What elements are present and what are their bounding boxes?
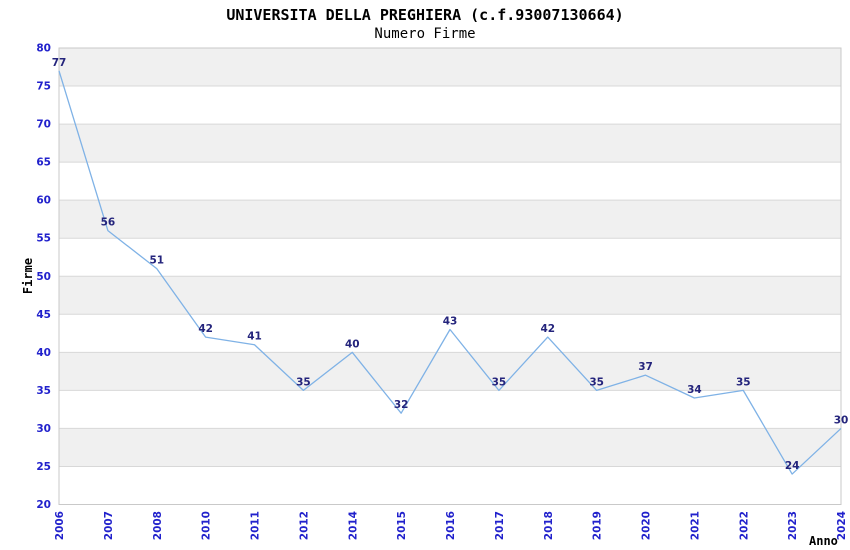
data-point-label: 40 (345, 338, 360, 350)
y-tick-label: 65 (36, 157, 51, 169)
x-tick-label: 2017 (494, 511, 506, 540)
y-axis-title: Firme (21, 258, 35, 294)
y-tick-label: 45 (36, 309, 51, 321)
plot-border (58, 47, 842, 505)
x-tick-label: 2022 (738, 511, 750, 540)
y-tick-label: 75 (36, 81, 51, 93)
plot-band (59, 48, 841, 87)
x-tick-label: 2019 (592, 511, 604, 540)
chart-title: UNIVERSITA DELLA PREGHIERA (c.f.93007130… (226, 6, 623, 24)
y-tick-label: 80 (36, 43, 51, 55)
y-tick-label: 20 (36, 499, 51, 511)
data-point-label: 24 (785, 460, 800, 472)
x-tick-label: 2020 (641, 511, 653, 540)
plot-area: 20 25 30 35 40 45 50 55 60 65 70 75 80 2006 2007 2008 20… (36, 43, 848, 541)
data-point-label: 42 (540, 323, 555, 335)
data-point-label: 51 (149, 255, 164, 267)
y-tick-label: 50 (36, 271, 51, 283)
x-tick-label: 2006 (54, 511, 66, 540)
y-tick-label: 25 (36, 461, 51, 473)
data-point-label: 37 (638, 361, 653, 373)
data-point-label: 32 (394, 399, 409, 411)
x-axis-title: Anno (809, 534, 838, 548)
x-tick-label: 2018 (543, 511, 555, 540)
y-tick-label: 70 (36, 119, 51, 131)
x-tick-label: 2012 (298, 511, 310, 540)
y-tick-label: 40 (36, 347, 51, 359)
data-point-label: 35 (589, 376, 604, 388)
chart-subtitle: Numero Firme (374, 26, 475, 42)
plot-band (59, 428, 841, 467)
plot-band (59, 276, 841, 315)
data-point-label: 30 (834, 414, 849, 426)
x-tick-label: 2011 (250, 511, 262, 540)
data-point-label: 35 (736, 376, 751, 388)
plot-band (59, 200, 841, 239)
data-point-label: 35 (296, 376, 311, 388)
x-tick-label: 2016 (445, 511, 457, 540)
x-tick-label: 2014 (347, 511, 359, 540)
data-point-label: 41 (247, 331, 262, 343)
y-tick-label: 35 (36, 385, 51, 397)
x-tick-label: 2024 (836, 511, 848, 540)
x-tick-label: 2007 (103, 511, 115, 540)
x-tick-label: 2010 (201, 511, 213, 540)
data-point-label: 43 (443, 316, 458, 328)
data-point-label: 42 (198, 323, 213, 335)
x-tick-label: 2023 (787, 511, 799, 540)
data-point-label: 34 (687, 384, 702, 396)
plot-band (59, 124, 841, 163)
chart-line (58, 70, 842, 475)
y-tick-label: 30 (36, 423, 51, 435)
y-tick-label: 55 (36, 233, 51, 245)
x-tick-label: 2015 (396, 511, 408, 540)
data-point-label: 77 (52, 57, 67, 69)
x-tick-label: 2021 (689, 511, 701, 540)
plot-band (59, 352, 841, 391)
data-point-label: 35 (492, 376, 507, 388)
data-point-label: 56 (101, 217, 116, 229)
x-tick-label: 2008 (152, 511, 164, 540)
y-tick-label: 60 (36, 195, 51, 207)
